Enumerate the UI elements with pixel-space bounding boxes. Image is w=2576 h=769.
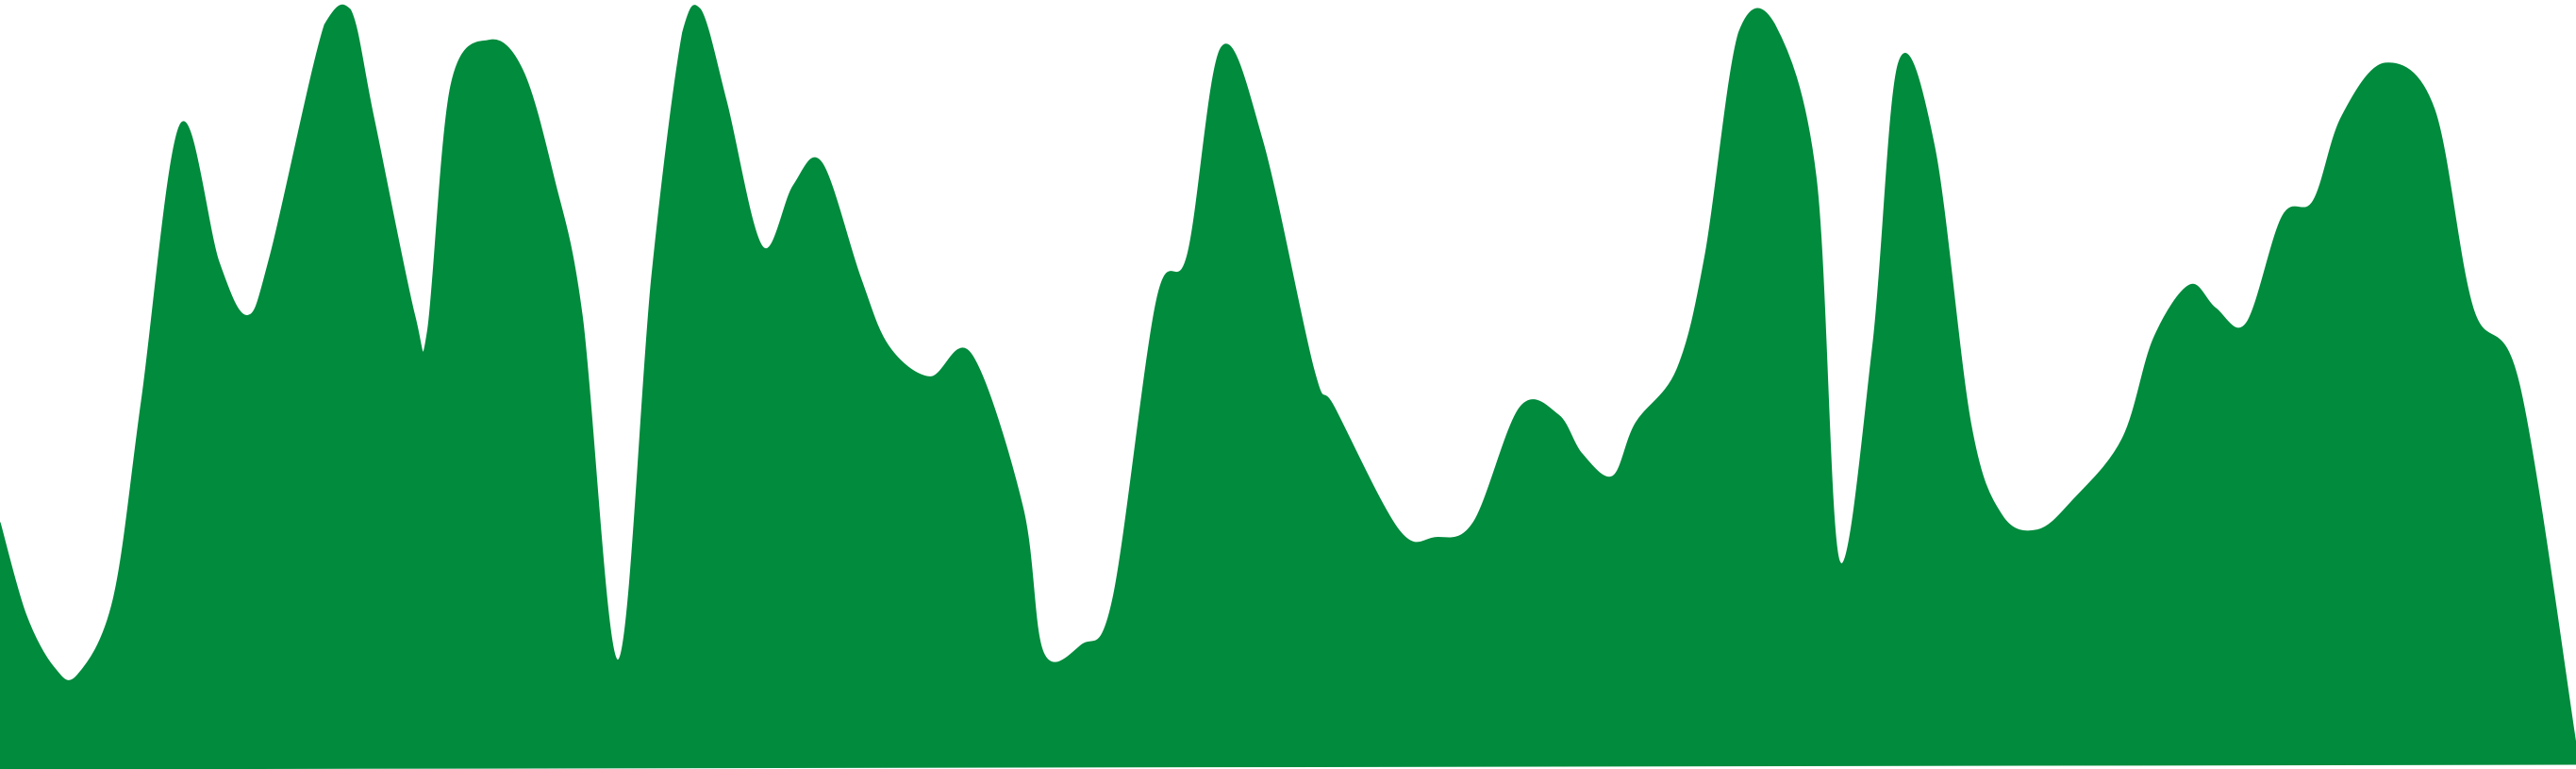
series-layer xyxy=(0,4,2576,769)
area-series-0 xyxy=(0,4,2576,769)
